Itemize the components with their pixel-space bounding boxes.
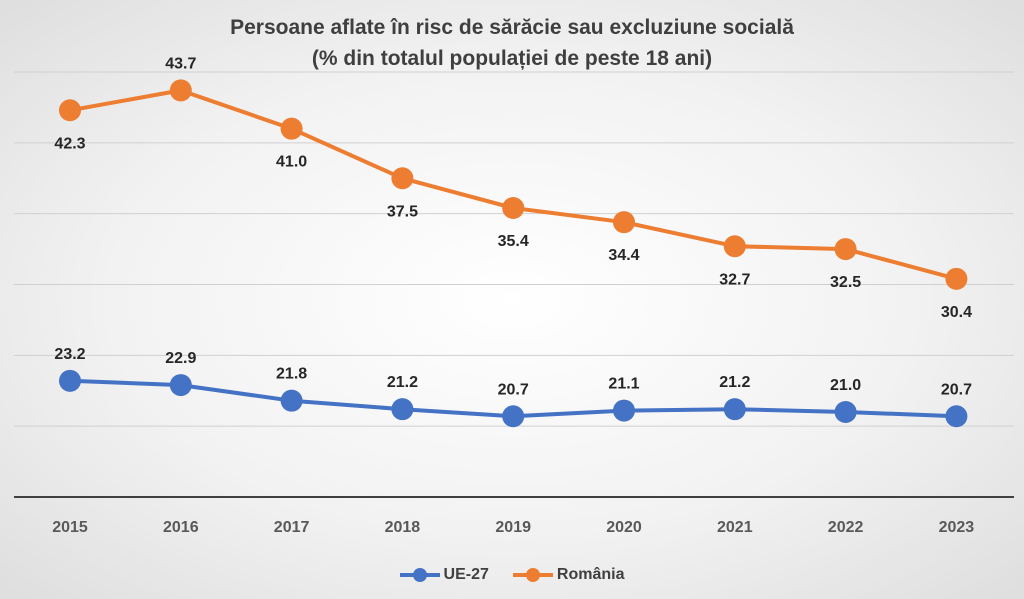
data-label-s0-2018: 21.2 xyxy=(387,374,418,391)
data-point-s1-2018 xyxy=(391,167,414,190)
x-tick-label-2022: 2022 xyxy=(828,519,864,536)
data-label-s1-2022: 32.5 xyxy=(830,274,861,291)
data-label-s0-2019: 20.7 xyxy=(498,381,529,398)
legend-swatch-romania-icon xyxy=(512,568,553,582)
data-point-s1-2017 xyxy=(280,117,303,140)
data-point-s1-2020 xyxy=(613,211,635,234)
data-label-s0-2023: 20.7 xyxy=(941,381,972,398)
data-point-s0-2023 xyxy=(945,405,968,428)
data-label-s1-2016: 43.7 xyxy=(165,55,196,72)
data-point-s1-2022 xyxy=(834,238,857,261)
x-tick-label-2017: 2017 xyxy=(274,519,310,536)
series-line-1 xyxy=(69,88,957,281)
x-tick-label-2018: 2018 xyxy=(385,519,421,536)
data-label-s1-2015: 42.3 xyxy=(54,135,85,152)
data-label-s1-2021: 32.7 xyxy=(719,271,750,288)
data-label-s1-2018: 37.5 xyxy=(387,203,418,220)
x-tick-label-2016: 2016 xyxy=(163,519,199,536)
data-label-s1-2023: 30.4 xyxy=(941,304,972,321)
data-label-s1-2017: 41.0 xyxy=(276,154,307,171)
data-point-s0-2017 xyxy=(280,389,303,412)
legend-label-romania: România xyxy=(556,566,625,583)
chart-legend: UE-27 România xyxy=(0,566,1024,584)
data-point-s1-2015 xyxy=(59,99,81,122)
legend-swatch-ue27-icon xyxy=(399,568,440,582)
data-label-s0-2020: 21.1 xyxy=(608,376,639,393)
chart-title: Persoane aflate în risc de sărăcie sau e… xyxy=(0,12,1024,74)
data-point-s0-2020 xyxy=(613,399,635,422)
data-label-s1-2020: 34.4 xyxy=(608,247,639,264)
chart-subtitle: (% din totalul populației de peste 18 an… xyxy=(311,47,713,70)
data-label-s1-2019: 35.4 xyxy=(498,233,529,250)
legend-item-ue27[interactable]: UE-27 xyxy=(399,566,489,584)
x-tick-label-2021: 2021 xyxy=(717,519,753,536)
data-point-s0-2016 xyxy=(169,374,192,397)
data-label-s0-2022: 21.0 xyxy=(830,377,861,394)
data-point-s1-2021 xyxy=(723,235,746,258)
data-label-s0-2017: 21.8 xyxy=(276,366,307,383)
x-tick-label-2015: 2015 xyxy=(52,519,88,536)
data-point-s1-2016 xyxy=(169,79,192,102)
data-label-s0-2015: 23.2 xyxy=(54,346,85,363)
x-tick-label-2020: 2020 xyxy=(606,519,642,536)
x-tick-label-2019: 2019 xyxy=(495,519,531,536)
data-label-s0-2016: 22.9 xyxy=(165,350,196,367)
legend-label-ue27: UE-27 xyxy=(443,566,489,583)
legend-item-romania[interactable]: România xyxy=(512,566,625,584)
data-point-s0-2019 xyxy=(502,405,525,428)
line-chart: 2015 2016 2017 2018 2019 2020 2021 2022 2023 23.2… xyxy=(14,55,1014,536)
data-point-s0-2018 xyxy=(391,398,414,421)
data-point-s1-2023 xyxy=(945,267,968,290)
chart-title-main: Persoane aflate în risc de sărăcie sau e… xyxy=(230,16,794,39)
data-point-s1-2019 xyxy=(502,197,525,219)
data-label-s0-2021: 21.2 xyxy=(719,374,750,391)
data-point-s0-2021 xyxy=(723,398,746,421)
data-point-s0-2015 xyxy=(59,369,81,392)
x-tick-label-2023: 2023 xyxy=(939,519,975,536)
data-point-s0-2022 xyxy=(834,401,857,423)
